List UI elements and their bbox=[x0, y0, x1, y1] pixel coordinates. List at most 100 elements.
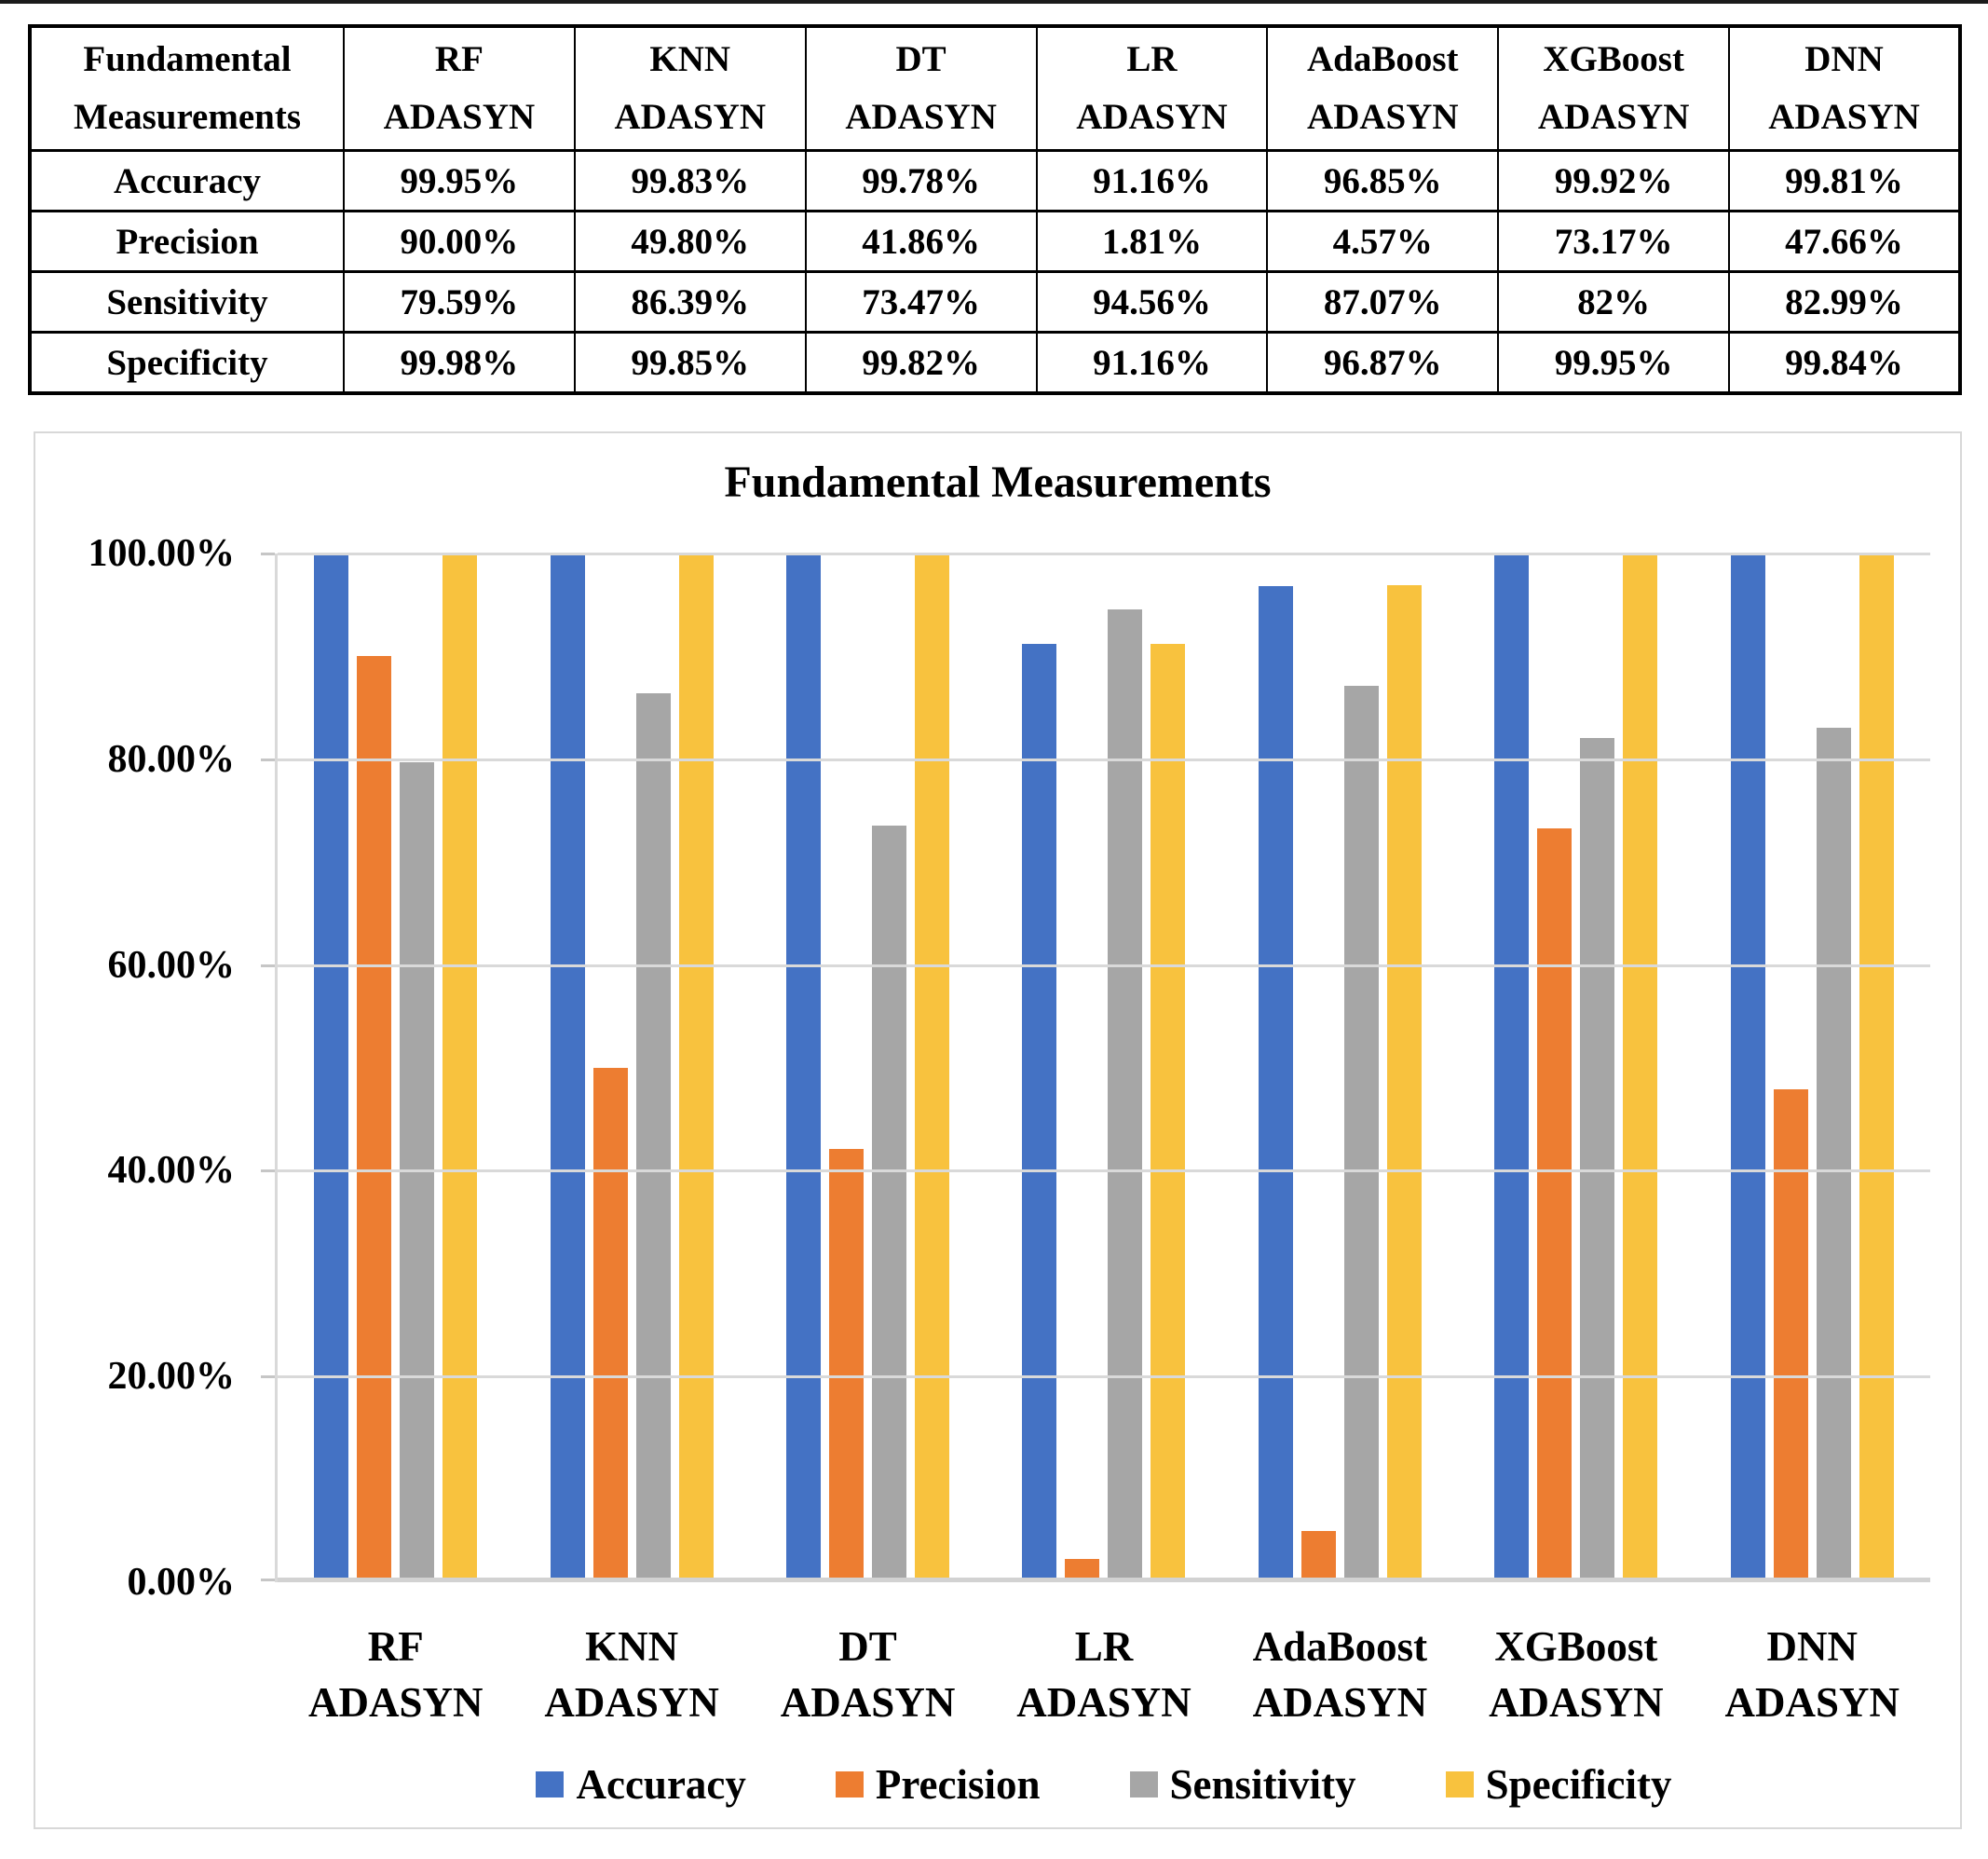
x-axis-label-line1: KNN bbox=[585, 1623, 679, 1670]
table-col-header-line2: ADASYN bbox=[1307, 97, 1459, 137]
bar-precision bbox=[1300, 1530, 1336, 1578]
table-corner-line1: Fundamental bbox=[83, 39, 292, 79]
gridline bbox=[278, 964, 1930, 967]
y-axis-line bbox=[275, 554, 278, 1582]
table-cell: 94.56% bbox=[1035, 270, 1269, 334]
x-axis-label-line2: ADASYN bbox=[780, 1679, 956, 1726]
x-axis-label-line2: ADASYN bbox=[544, 1679, 719, 1726]
legend-item-accuracy: Accuracy bbox=[536, 1758, 746, 1811]
bar-precision bbox=[829, 1148, 865, 1578]
x-axis-label-line1: DNN bbox=[1766, 1623, 1858, 1670]
bar-accuracy bbox=[1258, 585, 1293, 1578]
x-axis-baseline bbox=[278, 1578, 1930, 1582]
table-cell: 41.86% bbox=[804, 210, 1038, 273]
x-axis-label-line2: ADASYN bbox=[1724, 1679, 1899, 1726]
bar-sensitivity bbox=[1816, 727, 1851, 1578]
plot-area bbox=[261, 553, 1930, 1582]
x-axis-labels: RF ADASYN KNN ADASYN DT ADASYN LR ADASYN AdaBoos… bbox=[278, 1619, 1930, 1730]
table-corner-header: Fundamental Measurements bbox=[29, 24, 345, 152]
legend-marker-specificity bbox=[1445, 1771, 1474, 1797]
table-col-header-line1: AdaBoost bbox=[1307, 39, 1459, 79]
bar-group bbox=[278, 554, 513, 1578]
table-cell: 82% bbox=[1497, 270, 1731, 334]
chart-panel: Fundamental Measurements RF ADASYN KNN ADAS… bbox=[34, 431, 1962, 1829]
bar-sensitivity bbox=[635, 692, 671, 1578]
table-col-header-line1: LR bbox=[1126, 39, 1178, 79]
table-col-header-line2: ADASYN bbox=[1768, 97, 1920, 137]
bar-accuracy bbox=[1494, 554, 1530, 1578]
table-col-header: DNN ADASYN bbox=[1728, 24, 1961, 152]
table-corner-line2: Measurements bbox=[73, 97, 302, 137]
chart-title: Fundamental Measurements bbox=[724, 458, 1272, 507]
table-col-header-line1: KNN bbox=[649, 39, 731, 79]
table-cell: 96.85% bbox=[1266, 149, 1500, 212]
x-axis-label: LR ADASYN bbox=[986, 1619, 1221, 1730]
table-col-header: DT ADASYN bbox=[804, 24, 1038, 152]
bar-specificity bbox=[1386, 585, 1422, 1578]
table-col-header-line2: ADASYN bbox=[1076, 97, 1228, 137]
legend-label: Specificity bbox=[1485, 1761, 1672, 1808]
x-axis-label-line2: ADASYN bbox=[1252, 1679, 1428, 1726]
bar-group bbox=[1695, 554, 1930, 1578]
x-axis-label-line1: XGBoost bbox=[1494, 1623, 1658, 1670]
bar-accuracy bbox=[314, 554, 349, 1578]
bar-precision bbox=[357, 655, 392, 1578]
table-row-label: Specificity bbox=[29, 331, 345, 395]
bar-accuracy bbox=[1022, 644, 1057, 1578]
gridline bbox=[278, 553, 1930, 555]
table-col-header-line2: ADASYN bbox=[845, 97, 997, 137]
bar-groups bbox=[278, 554, 1930, 1578]
table-row: Accuracy 99.95% 99.83% 99.78% 91.16% 96.85% 99… bbox=[29, 149, 1961, 212]
table-col-header-line2: ADASYN bbox=[383, 97, 536, 137]
bar-precision bbox=[1537, 827, 1573, 1578]
table-cell: 87.07% bbox=[1266, 270, 1500, 334]
table-col-header-line2: ADASYN bbox=[1537, 97, 1690, 137]
legend-item-precision: Precision bbox=[835, 1758, 1041, 1811]
table-cell: 99.85% bbox=[573, 331, 807, 395]
table-cell: 99.83% bbox=[573, 149, 807, 212]
y-tick-label: 60.00% bbox=[107, 943, 236, 987]
x-axis-label-line2: ADASYN bbox=[1489, 1679, 1664, 1726]
table-cell: 91.16% bbox=[1035, 331, 1269, 395]
table-cell: 99.78% bbox=[804, 149, 1038, 212]
bar-group bbox=[1458, 554, 1694, 1578]
table-col-header: RF ADASYN bbox=[343, 24, 576, 152]
table-col-header-line1: RF bbox=[434, 39, 483, 79]
x-axis-label-line2: ADASYN bbox=[307, 1679, 483, 1726]
table-row: Sensitivity 79.59% 86.39% 73.47% 94.56% 87.07… bbox=[29, 270, 1961, 334]
bar-specificity bbox=[1623, 554, 1658, 1578]
table-col-header: LR ADASYN bbox=[1035, 24, 1269, 152]
table-body: Fundamental Measurements RF ADASYN KNN ADASYN… bbox=[29, 24, 1961, 395]
table-cell: 99.98% bbox=[343, 331, 576, 395]
table-col-header-line1: DNN bbox=[1804, 39, 1884, 79]
y-tick bbox=[261, 553, 275, 555]
table-cell: 4.57% bbox=[1266, 210, 1500, 273]
bar-group bbox=[986, 554, 1221, 1578]
legend-label: Sensitivity bbox=[1169, 1761, 1356, 1808]
x-axis-label: DT ADASYN bbox=[750, 1619, 986, 1730]
y-tick bbox=[261, 1579, 275, 1581]
bar-sensitivity bbox=[872, 825, 907, 1578]
metrics-table: Fundamental Measurements RF ADASYN KNN ADASYN… bbox=[28, 24, 1962, 395]
bar-specificity bbox=[1859, 554, 1894, 1578]
legend: Accuracy Precision Sensitivity Specificity bbox=[278, 1756, 1930, 1812]
x-axis-label: RF ADASYN bbox=[278, 1619, 513, 1730]
x-axis-label-line1: AdaBoost bbox=[1252, 1623, 1428, 1670]
table-row-label: Sensitivity bbox=[29, 270, 345, 334]
bar-accuracy bbox=[786, 555, 822, 1578]
bar-specificity bbox=[678, 554, 714, 1578]
table-row: Precision 90.00% 49.80% 41.86% 1.81% 4.57% 73.… bbox=[29, 210, 1961, 273]
table-cell: 73.17% bbox=[1497, 210, 1731, 273]
bar-sensitivity bbox=[1108, 608, 1143, 1578]
x-axis-label-line2: ADASYN bbox=[1016, 1679, 1191, 1726]
table-col-header: AdaBoost ADASYN bbox=[1266, 24, 1500, 152]
bar-group bbox=[513, 554, 749, 1578]
bar-group bbox=[750, 554, 986, 1578]
table-cell: 73.47% bbox=[804, 270, 1038, 334]
bar-group bbox=[1222, 554, 1458, 1578]
legend-marker-precision bbox=[835, 1771, 864, 1797]
x-axis-label: DNN ADASYN bbox=[1695, 1619, 1930, 1730]
bar-accuracy bbox=[550, 554, 585, 1578]
y-tick bbox=[261, 1375, 275, 1379]
legend-item-specificity: Specificity bbox=[1445, 1758, 1672, 1811]
